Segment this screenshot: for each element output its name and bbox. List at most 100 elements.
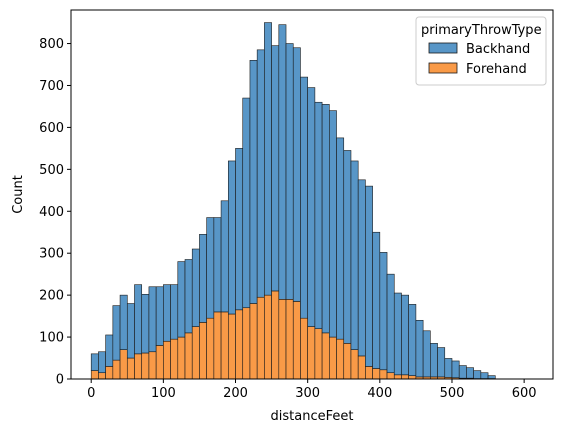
bar-backhand [379, 252, 388, 371]
bar-backhand [148, 286, 157, 353]
bar-backhand [437, 347, 446, 378]
bar-backhand [415, 319, 424, 378]
x-tick-label: 500 [440, 386, 465, 401]
bar-forehand [155, 345, 164, 380]
bar-backhand [321, 104, 330, 334]
bar-forehand [199, 322, 207, 380]
y-axis: 0 100 200 300 400 500 600 700 800 [39, 37, 71, 388]
y-tick-label: 600 [39, 121, 64, 136]
bar-backhand [466, 367, 474, 379]
bar-backhand [314, 101, 323, 329]
bar-forehand [314, 328, 323, 380]
x-tick-label: 100 [151, 386, 176, 401]
bar-backhand [343, 150, 352, 344]
bar-forehand [372, 368, 381, 380]
y-tick-label: 800 [39, 37, 64, 52]
bar-forehand [90, 370, 99, 380]
x-tick-label: 0 [87, 386, 95, 401]
bar-backhand [271, 45, 280, 292]
bar-forehand [401, 374, 409, 380]
bar-forehand [300, 317, 308, 380]
bar-backhand [155, 286, 164, 346]
bar-forehand [177, 336, 186, 380]
bar-backhand [112, 305, 121, 361]
bar-forehand [350, 349, 359, 380]
bar-backhand [141, 293, 150, 354]
bar-backhand [191, 248, 200, 327]
bar-backhand [256, 49, 265, 298]
bar-forehand [329, 336, 337, 380]
y-axis-label: Count [11, 175, 26, 214]
bar-backhand [98, 351, 106, 374]
legend-items: Backhand Forehand [428, 42, 530, 77]
bar-backhand [264, 22, 272, 296]
bar-backhand [170, 284, 179, 340]
bar-forehand [213, 311, 222, 380]
y-tick-label: 200 [39, 289, 64, 304]
bar-forehand [278, 299, 287, 380]
bar-forehand [393, 374, 402, 380]
bar-backhand [119, 294, 128, 350]
x-tick-label: 600 [512, 386, 537, 401]
bar-backhand [227, 160, 236, 315]
bar-forehand [285, 299, 294, 380]
bar-backhand [451, 360, 460, 379]
bar-forehand [256, 296, 265, 380]
bar-forehand [170, 338, 179, 380]
bar-forehand [408, 375, 417, 380]
bar-backhand [134, 284, 143, 355]
x-tick-label: 300 [295, 386, 320, 401]
bar-backhand [163, 284, 171, 342]
bar-backhand [206, 217, 215, 319]
bar-backhand [307, 87, 316, 327]
bar-forehand [271, 290, 280, 380]
y-tick-label: 100 [39, 331, 64, 346]
legend-swatch-forehand [428, 62, 458, 74]
bar-forehand [206, 317, 215, 380]
bar-forehand [126, 357, 135, 380]
bar-forehand [112, 359, 121, 380]
legend: primaryThrowType Backhand Forehand [415, 16, 547, 86]
bar-forehand [264, 294, 272, 380]
bar-forehand [105, 366, 114, 380]
bar-backhand [430, 343, 438, 378]
bar-backhand [487, 375, 496, 379]
y-tick-label: 700 [39, 79, 64, 94]
bar-forehand [321, 332, 330, 380]
bar-forehand [119, 349, 128, 380]
bar-backhand [365, 185, 373, 367]
bar-backhand [393, 292, 402, 376]
bar-backhand [408, 304, 417, 376]
legend-label-backhand: Backhand [466, 42, 530, 57]
bar-backhand [300, 76, 308, 319]
bar-backhand [357, 179, 366, 357]
bar-backhand [336, 137, 345, 340]
bar-forehand [227, 313, 236, 380]
bar-forehand [336, 338, 345, 380]
bar-backhand [480, 372, 489, 379]
bar-backhand [350, 160, 359, 350]
y-tick-label: 400 [39, 205, 64, 220]
bar-backhand [242, 97, 251, 309]
x-tick-label: 200 [223, 386, 248, 401]
bar-backhand [329, 110, 337, 338]
plot-frame [70, 9, 554, 380]
bar-backhand [422, 330, 431, 378]
bar-backhand [278, 24, 287, 300]
bar-forehand [98, 372, 106, 380]
bar-forehand [134, 353, 143, 380]
bar-forehand [235, 309, 244, 380]
bar-forehand [191, 326, 200, 380]
bar-forehand [357, 355, 366, 380]
bar-forehand [242, 307, 251, 380]
bar-forehand [141, 352, 150, 380]
bar-backhand [90, 353, 99, 371]
legend-title: primaryThrowType [421, 23, 542, 38]
bar-forehand [379, 369, 388, 380]
bar-forehand [220, 311, 229, 380]
bar-backhand [386, 273, 395, 374]
x-axis: 0 100 200 300 400 500 600 [87, 379, 537, 401]
y-tick-label: 0 [56, 373, 64, 388]
legend-label-forehand: Forehand [466, 62, 527, 77]
y-tick-label: 500 [39, 163, 64, 178]
